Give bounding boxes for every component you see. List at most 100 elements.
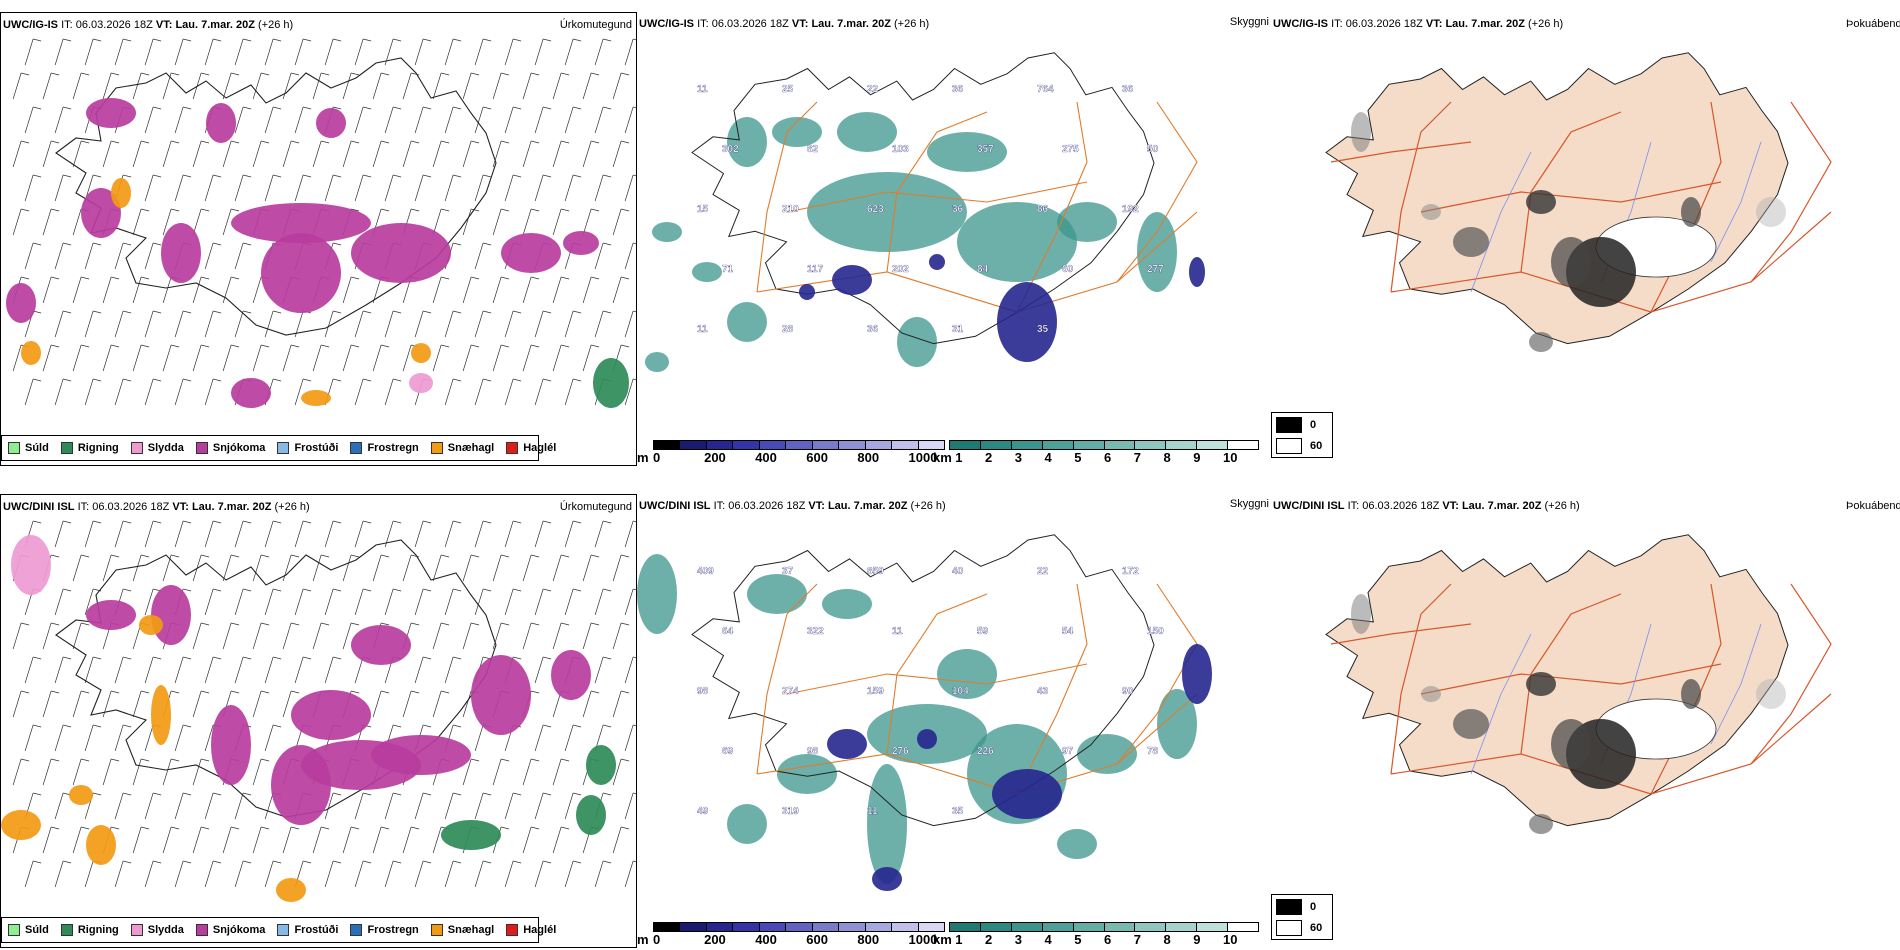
wind-barb — [444, 378, 454, 406]
colorbar-swatch — [706, 923, 734, 931]
wind-barb — [354, 520, 364, 548]
wind-barb-flag — [303, 656, 312, 660]
wind-barb-flag — [183, 588, 192, 592]
wind-barb — [72, 758, 82, 786]
wind-barb — [534, 860, 544, 888]
wind-barb — [492, 554, 502, 582]
wind-barb-flag — [411, 826, 420, 830]
wind-barb-flag — [531, 758, 540, 762]
colorbar-tick-label: 7 — [1133, 932, 1141, 947]
wind-barb-flag — [153, 174, 162, 178]
wind-barb — [264, 860, 274, 888]
wind-barb — [102, 276, 112, 304]
ceiling-value-label: 36 — [952, 204, 964, 215]
colorbar-swatch — [839, 923, 866, 931]
colorbar-swatches — [653, 922, 945, 932]
wind-barb — [264, 106, 274, 134]
ceiling-map: 11 25 22 36 764 36 302 82 103 357 275 50 15 210 623 36 8… — [645, 52, 1205, 372]
wind-barb-flag — [333, 242, 342, 246]
wind-barb — [24, 38, 34, 66]
wind-barb — [282, 554, 292, 582]
wind-barb-flag — [591, 690, 600, 694]
ceiling-value-label: 150 — [1147, 626, 1164, 637]
ceiling-colorbar: m 0 200 400 600 800 1000 — [637, 922, 945, 948]
wind-barb-flag — [363, 792, 372, 796]
wind-barb — [594, 520, 604, 548]
wind-barb-flag — [63, 860, 72, 864]
colorbar-swatch — [1166, 923, 1198, 931]
precip-legend-label: Slydda — [147, 924, 184, 936]
wind-barb-flag — [453, 792, 462, 796]
ceiling-value-label: 22 — [1037, 566, 1049, 577]
wind-barb-flag — [393, 310, 402, 314]
colorbar-tick-label: 1 — [955, 932, 963, 947]
ceiling-value-label: 319 — [782, 806, 799, 817]
precip-type-panel-top: UWC/IG-IS IT: 06.03.2026 18Z VT: Lau. 7.… — [0, 12, 637, 466]
road — [1750, 101, 1832, 283]
wind-barb — [324, 310, 334, 338]
precip-legend-label: Frostregn — [367, 442, 419, 454]
wind-barb — [162, 826, 172, 854]
fog-area — [1453, 709, 1489, 739]
wind-barb — [42, 344, 52, 372]
wind-barb — [432, 554, 442, 582]
precip-area — [576, 795, 606, 835]
wind-barb — [72, 72, 82, 100]
wind-barb-flag — [573, 378, 582, 382]
wind-barb-flag — [213, 588, 222, 592]
wind-barb-flag — [513, 588, 522, 592]
wind-barb-flag — [273, 38, 282, 42]
wind-barb-flag — [573, 520, 582, 524]
colorbar-tick-label: 400 — [755, 450, 777, 465]
precip-legend-swatch — [60, 924, 73, 936]
wind-barb — [294, 174, 304, 202]
wind-barb — [252, 276, 262, 304]
precip-area — [291, 690, 371, 740]
wind-barb — [72, 276, 82, 304]
wind-barb — [354, 174, 364, 202]
wind-barb-flag — [81, 826, 90, 830]
fog-map — [1325, 534, 1832, 834]
fog-area — [1551, 237, 1591, 287]
wind-barb-flag — [213, 378, 222, 382]
wind-barb — [582, 554, 592, 582]
precip-area — [21, 341, 41, 365]
wind-barb-flag — [411, 208, 420, 212]
colorbar-swatch — [680, 441, 707, 449]
wind-barb-flag — [543, 860, 552, 864]
wind-barb-flag — [603, 310, 612, 314]
wind-barb — [282, 690, 292, 718]
ceiling-value-label: 49 — [697, 806, 709, 817]
road — [1016, 583, 1088, 795]
colorbar-tick-label: 200 — [704, 450, 726, 465]
fog-legend-swatch — [1276, 920, 1302, 936]
wind-barb-flag — [93, 38, 102, 42]
visibility-area — [1057, 829, 1097, 859]
wind-barb — [564, 310, 574, 338]
wind-barb — [444, 310, 454, 338]
wind-barb — [42, 690, 52, 718]
precip-legend-label: Súld — [25, 924, 49, 936]
ceiling-value-label: 322 — [807, 626, 824, 637]
visibility-area — [1157, 689, 1197, 759]
wind-barb-flag — [273, 520, 282, 524]
wind-barb-flag — [471, 622, 480, 626]
wind-barb-flag — [321, 622, 330, 626]
ceiling-value-label: 104 — [952, 686, 969, 697]
wind-barb-flag — [243, 656, 252, 660]
wind-barb-flag — [621, 826, 630, 830]
wind-barb-flag — [501, 72, 510, 76]
precip-legend-swatch — [8, 924, 20, 936]
wind-barb-flag — [153, 792, 162, 796]
wind-barb — [54, 310, 64, 338]
wind-barb-flag — [633, 520, 636, 523]
wind-barb-flag — [213, 520, 222, 524]
wind-barb-flag — [201, 140, 210, 144]
colorbar-tick-label: 4 — [1044, 450, 1052, 465]
wind-barb-flag — [591, 622, 600, 626]
wind-barb — [444, 860, 454, 888]
panel-header: UWC/IG-IS IT: 06.03.2026 18Z VT: Lau. 7.… — [3, 19, 294, 31]
precip-area — [411, 343, 431, 363]
wind-barb-flag — [123, 860, 132, 864]
wind-barb — [132, 276, 142, 304]
